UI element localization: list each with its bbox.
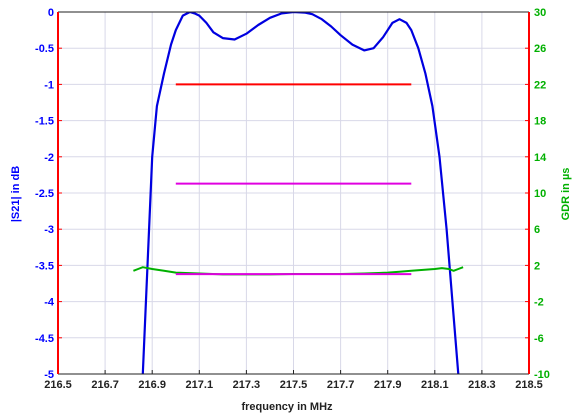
y-left-tick-label: -2.5 [35, 188, 54, 200]
y-right-tick-label: 30 [534, 7, 546, 19]
y-right-tick-label: 22 [534, 79, 546, 91]
x-tick-label: 216.7 [91, 379, 119, 391]
plot-area [133, 12, 464, 374]
y-left-tick-label: -1 [44, 79, 54, 91]
x-tick-label: 216.9 [138, 379, 166, 391]
y-left-tick-label: -4 [44, 297, 55, 309]
x-tick-label: 217.9 [374, 379, 402, 391]
y-right-tick-label: 18 [534, 116, 546, 128]
x-tick-label: 216.5 [44, 379, 72, 391]
y-right-tick-label: 26 [534, 43, 546, 55]
y-left-tick-label: -1.5 [35, 116, 54, 128]
x-tick-label: 218.1 [421, 379, 449, 391]
y-right-tick-label: 2 [534, 260, 540, 272]
x-tick-label: 217.1 [186, 379, 214, 391]
y-left-tick-label: -5 [44, 369, 54, 381]
y-right-tick-label: 6 [534, 224, 540, 236]
y-left-axis-title: |S21| in dB [10, 166, 22, 222]
y-right-tick-label: 10 [534, 188, 546, 200]
y-left-tick-label: -2 [44, 152, 54, 164]
x-tick-label: 217.7 [327, 379, 355, 391]
x-tick-label: 217.3 [233, 379, 261, 391]
y-left-tick-label: -0.5 [35, 43, 54, 55]
y-right-tick-label: -6 [534, 333, 544, 345]
y-right-tick-label: -2 [534, 297, 544, 309]
y-right-tick-label: -10 [534, 369, 550, 381]
grid [57, 11, 530, 375]
plot-frame [57, 11, 530, 375]
y-left-tick-label: -3.5 [35, 260, 54, 272]
y-left-tick-label: -4.5 [35, 333, 54, 345]
x-tick-label: 217.5 [280, 379, 308, 391]
y-right-axis-title: GDR in µs [560, 168, 572, 221]
tick-labels: 216.5 216.7 216.9 217.1 217.3 217.5 217.7 217.9… [35, 7, 550, 391]
y-left-tick-label: 0 [48, 7, 54, 19]
y-left-tick-label: -3 [44, 224, 54, 236]
x-axis-title: frequency in MHz [241, 401, 333, 413]
y-right-tick-label: 14 [534, 152, 547, 164]
x-tick-label: 218.3 [468, 379, 496, 391]
x-tick-label: 218.5 [515, 379, 543, 391]
